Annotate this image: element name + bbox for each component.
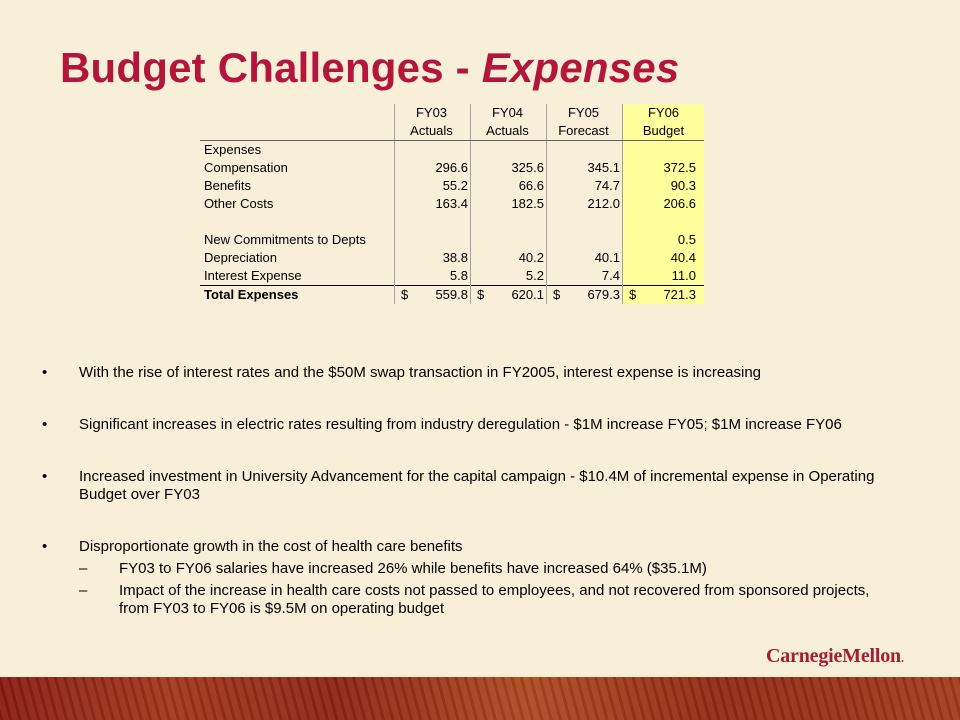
bullet-item: • Increased investment in University Adv… — [42, 468, 902, 504]
row-label: Other Costs — [204, 196, 274, 211]
cell-value: 38.8 — [394, 249, 471, 267]
table-row: Other Costs 163.4 182.5 212.0 206.6 — [200, 195, 704, 213]
table-row: Depreciation 38.8 40.2 40.1 40.4 — [200, 249, 704, 267]
cell-value: 182.5 — [470, 195, 547, 213]
row-label: Depreciation — [204, 250, 277, 265]
currency-symbol: $ — [401, 287, 409, 302]
cell-value: 345.1 — [546, 159, 623, 177]
expenses-table: FY03 FY04 FY05 FY06 Actuals Actuals Fore… — [200, 104, 704, 304]
cell-value — [470, 231, 547, 249]
col-header-type: Actuals — [470, 122, 547, 141]
cell-value: 90.3 — [622, 177, 704, 195]
cell-value: 296.6 — [394, 159, 471, 177]
cell-value — [394, 213, 471, 231]
cell-value: 325.6 — [470, 159, 547, 177]
sub-bullet-item: – Impact of the increase in health care … — [79, 582, 902, 618]
section-label: Expenses — [204, 142, 262, 157]
logo-text: CarnegieMellon — [766, 645, 901, 667]
bullet-text: Increased investment in University Advan… — [79, 468, 875, 503]
table-row: Benefits 55.2 66.6 74.7 90.3 — [200, 177, 704, 195]
col-header-type: Forecast — [546, 122, 623, 141]
sub-bullet-text: FY03 to FY06 salaries have increased 26%… — [119, 560, 707, 577]
cell-value — [470, 213, 547, 231]
bullet-text: Disproportionate growth in the cost of h… — [79, 538, 463, 555]
header-row-types: Actuals Actuals Forecast Budget — [200, 122, 704, 141]
bullet-list: • With the rise of interest rates and th… — [42, 364, 902, 622]
row-label — [200, 213, 395, 231]
row-label: New Commitments to Depts — [204, 232, 366, 247]
currency-symbol: $ — [477, 287, 485, 302]
cell-value: 40.4 — [622, 249, 704, 267]
col-header-year: FY05 — [546, 104, 623, 122]
total-value: 721.3 — [663, 287, 696, 302]
currency-symbol: $ — [629, 287, 637, 302]
slide-title: Budget Challenges - Expenses — [60, 44, 679, 92]
section-row: Expenses — [200, 140, 704, 159]
bullet-marker: • — [42, 538, 48, 555]
bullet-item: • Significant increases in electric rate… — [42, 416, 902, 434]
cell-value: 55.2 — [394, 177, 471, 195]
bullet-text: With the rise of interest rates and the … — [79, 364, 762, 381]
table-row: Interest Expense 5.8 5.2 7.4 11.0 — [200, 267, 704, 286]
cell-value: 0.5 — [622, 231, 704, 249]
total-value: 559.8 — [435, 287, 468, 302]
row-label: Benefits — [204, 178, 251, 193]
cell-value: 40.2 — [470, 249, 547, 267]
cell-value: 74.7 — [546, 177, 623, 195]
sub-bullet-text: Impact of the increase in health care co… — [119, 582, 870, 617]
dash-marker: – — [79, 582, 88, 599]
col-header-year: FY03 — [394, 104, 471, 122]
total-value: 620.1 — [511, 287, 544, 302]
table-row-spacer — [200, 213, 704, 231]
cell-value: 372.5 — [622, 159, 704, 177]
col-header-type: Actuals — [394, 122, 471, 141]
currency-symbol: $ — [553, 287, 561, 302]
bullet-item: • With the rise of interest rates and th… — [42, 364, 902, 382]
cell-value: 40.1 — [546, 249, 623, 267]
logo-mark: . — [900, 651, 904, 665]
cell-value: 212.0 — [546, 195, 623, 213]
cell-value — [546, 213, 623, 231]
bullet-item: • Disproportionate growth in the cost of… — [42, 538, 902, 618]
table-row: New Commitments to Depts 0.5 — [200, 231, 704, 249]
bullet-text: Significant increases in electric rates … — [79, 416, 842, 433]
col-header-year: FY06 — [622, 104, 704, 122]
sub-bullet-item: – FY03 to FY06 salaries have increased 2… — [79, 560, 902, 578]
bullet-marker: • — [42, 468, 48, 485]
cell-value — [622, 213, 704, 231]
header-row-years: FY03 FY04 FY05 FY06 — [200, 104, 704, 122]
cell-value: 66.6 — [470, 177, 547, 195]
col-header-type: Budget — [622, 122, 704, 141]
sub-bullet-list: – FY03 to FY06 salaries have increased 2… — [79, 560, 902, 618]
cell-value — [394, 231, 471, 249]
bullet-marker: • — [42, 416, 48, 433]
row-label: Compensation — [204, 160, 288, 175]
cell-value: 206.6 — [622, 195, 704, 213]
total-value: 679.3 — [587, 287, 620, 302]
cell-value: 11.0 — [622, 267, 704, 286]
table-row: Compensation 296.6 325.6 345.1 372.5 — [200, 159, 704, 177]
cell-value: 163.4 — [394, 195, 471, 213]
dash-marker: – — [79, 560, 88, 577]
carnegie-mellon-logo: CarnegieMellon. — [766, 645, 904, 668]
row-label: Interest Expense — [204, 268, 302, 283]
title-prefix: Budget Challenges - — [60, 44, 482, 91]
cell-value — [546, 231, 623, 249]
cell-value: 5.8 — [394, 267, 471, 286]
bullet-marker: • — [42, 364, 48, 381]
footer-texture-band — [0, 677, 960, 720]
total-label: Total Expenses — [200, 285, 395, 304]
cell-value: 7.4 — [546, 267, 623, 286]
total-row: Total Expenses $559.8 $620.1 $679.3 $721… — [200, 285, 704, 304]
cell-value: 5.2 — [470, 267, 547, 286]
title-emphasis: Expenses — [481, 44, 680, 91]
col-header-year: FY04 — [470, 104, 547, 122]
